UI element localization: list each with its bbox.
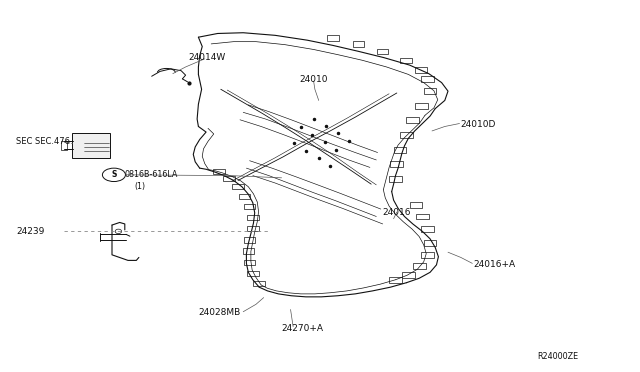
Bar [410, 202, 422, 208]
Bar [402, 272, 415, 278]
Bar [244, 237, 255, 243]
Text: 24010: 24010 [300, 76, 328, 84]
Bar [400, 58, 412, 63]
Bar [413, 263, 426, 269]
Bar [421, 76, 434, 82]
Bar [247, 271, 259, 276]
Text: 24016+A: 24016+A [474, 260, 516, 269]
Ellipse shape [115, 229, 122, 234]
Bar [421, 252, 434, 258]
Bar [389, 277, 402, 283]
Bar [400, 132, 413, 138]
Text: 24014W: 24014W [189, 53, 226, 62]
Bar [353, 41, 364, 46]
Text: 24010D: 24010D [461, 120, 496, 129]
Bar [244, 204, 255, 209]
Bar [247, 215, 259, 220]
Text: 24270+A: 24270+A [282, 324, 324, 333]
Bar [406, 117, 419, 123]
Bar [244, 260, 255, 265]
Bar [232, 184, 244, 189]
Bar [424, 88, 436, 94]
Bar [415, 67, 427, 73]
Bar [243, 248, 254, 254]
Bar [377, 49, 388, 54]
Bar [223, 176, 235, 181]
Bar [390, 161, 403, 167]
Bar [247, 226, 259, 231]
Bar [424, 240, 436, 246]
Text: 0816B-616LA: 0816B-616LA [125, 170, 178, 179]
Bar [421, 226, 434, 232]
Text: 24239: 24239 [16, 227, 44, 236]
Bar [327, 35, 339, 41]
Bar [213, 169, 225, 174]
Text: SEC SEC.476: SEC SEC.476 [16, 137, 70, 146]
Text: S: S [111, 170, 116, 179]
Text: 24028MB: 24028MB [198, 308, 241, 317]
Bar [239, 194, 250, 199]
Text: (1): (1) [134, 182, 145, 191]
Bar [394, 147, 406, 153]
Bar [415, 103, 428, 109]
Bar [61, 141, 67, 150]
FancyBboxPatch shape [72, 133, 110, 158]
Bar [416, 214, 429, 219]
Bar [253, 281, 265, 286]
Bar [389, 176, 402, 182]
Text: R24000ZE: R24000ZE [538, 352, 579, 361]
Text: 24016: 24016 [383, 208, 412, 217]
